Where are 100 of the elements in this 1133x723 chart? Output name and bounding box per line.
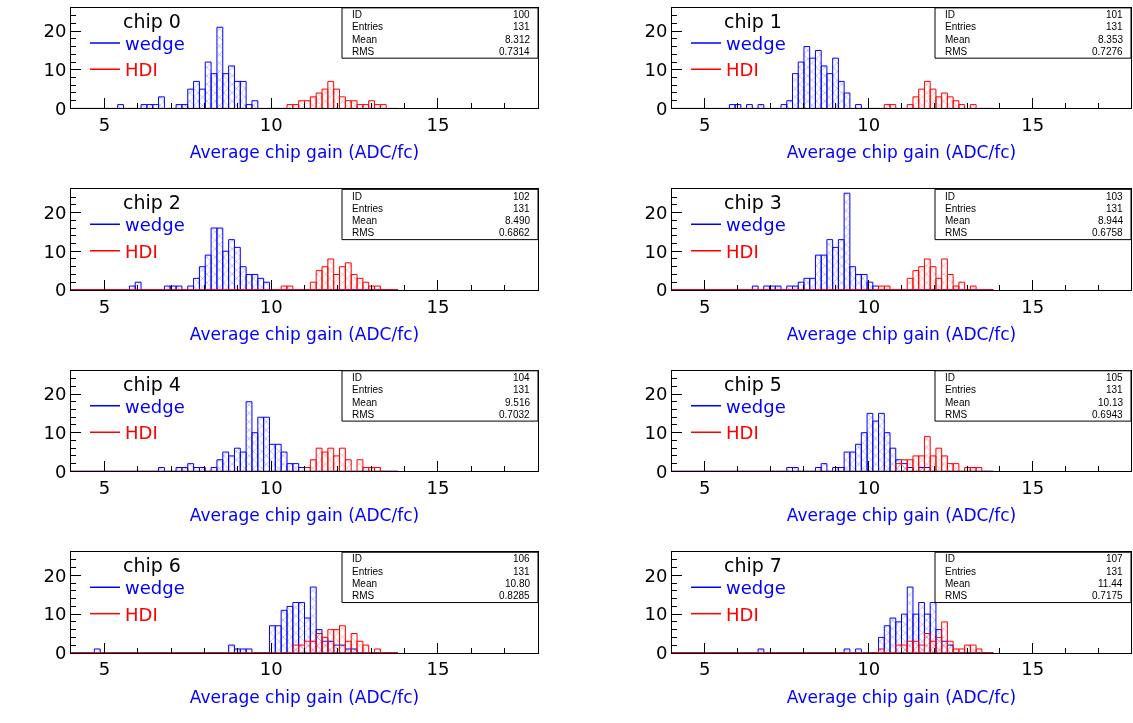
y-tick-label: 10 — [43, 603, 67, 625]
annotation: 11.44 — [1098, 578, 1123, 589]
annotation: ID — [945, 553, 955, 564]
x-tick-label: 5 — [98, 114, 111, 136]
legend-label: wedge — [726, 32, 786, 54]
annotation: 0.7175 — [1092, 590, 1124, 601]
x-tick-label: 10 — [259, 476, 283, 498]
annotation: 131 — [513, 21, 531, 32]
y-tick-label: 20 — [644, 564, 668, 586]
x-axis-title: Average chip gain (ADC/fc) — [786, 505, 1017, 526]
annotation: 131 — [513, 566, 531, 577]
annotation: 9.516 — [505, 397, 531, 408]
y-tick-label: 20 — [644, 20, 668, 42]
y-tick-label: 10 — [43, 422, 67, 443]
x-tick-label: 10 — [857, 114, 881, 136]
legend-label: wedge — [125, 214, 185, 236]
y-tick-label: 0 — [655, 97, 668, 119]
x-tick-label: 5 — [699, 476, 711, 498]
annotation: 103 — [1106, 191, 1124, 202]
annotation: Mean — [945, 578, 971, 589]
annotation: Mean — [352, 397, 378, 408]
x-tick-label: 5 — [699, 295, 711, 317]
legend-label: wedge — [726, 214, 786, 236]
x-axis-title: Average chip gain (ADC/fc) — [189, 505, 420, 526]
annotation: ID — [352, 9, 362, 20]
y-tick-label: 0 — [54, 460, 67, 482]
annotation: 8.353 — [1098, 34, 1124, 45]
x-tick-label: 15 — [1021, 114, 1045, 136]
annotation: Mean — [352, 578, 378, 589]
annotation: Entries — [945, 203, 977, 214]
annotation: 10.80 — [505, 578, 531, 589]
annotation: 131 — [1106, 203, 1124, 214]
x-tick-label: 5 — [98, 658, 111, 680]
annotation: 8.944 — [1098, 215, 1124, 226]
y-tick-label: 10 — [644, 240, 668, 262]
x-tick-label: 10 — [857, 658, 881, 680]
legend-label: wedge — [125, 395, 185, 417]
legend-label: wedge — [125, 577, 185, 599]
x-tick-label: 5 — [98, 295, 111, 317]
y-tick-label: 10 — [43, 59, 67, 81]
text: HDI — [125, 240, 158, 262]
x-axis-title: Average chip gain (ADC/fc) — [189, 686, 420, 707]
annotation: 0.7314 — [499, 46, 531, 57]
y-tick-label: 10 — [644, 59, 668, 81]
annotation: 131 — [1106, 384, 1124, 395]
x-axis-title: Average chip gain (ADC/fc) — [786, 142, 1017, 163]
annotation: 10.13 — [1098, 397, 1124, 408]
y-tick-label: 0 — [54, 642, 67, 664]
text: HDI — [125, 422, 158, 444]
x-axis-title: Average chip gain (ADC/fc) — [786, 323, 1017, 344]
annotation: Mean — [352, 215, 378, 226]
x-tick-label: 10 — [259, 295, 283, 317]
annotation: 0.6758 — [1092, 227, 1124, 238]
y-tick-label: 20 — [43, 201, 67, 223]
annotation: 0.6943 — [1092, 409, 1124, 420]
annotation: ID — [352, 372, 362, 383]
annotation: Mean — [945, 397, 971, 408]
x-tick-label: 5 — [699, 114, 711, 136]
legend-label: wedge — [726, 395, 786, 417]
annotation: Mean — [945, 215, 971, 226]
y-tick-label: 10 — [644, 603, 668, 625]
annotation: RMS — [352, 227, 375, 238]
annotation: ID — [352, 191, 362, 202]
y-tick-label: 20 — [43, 383, 67, 405]
x-tick-label: 15 — [426, 658, 450, 680]
legend-label: HDI — [726, 603, 759, 625]
x-tick-label: 10 — [259, 114, 283, 136]
annotation: 131 — [513, 384, 531, 395]
text: HDI — [726, 59, 759, 81]
annotation: Entries — [945, 384, 977, 395]
legend-label: wedge — [125, 32, 185, 54]
annotation: RMS — [352, 590, 375, 601]
y-tick-label: 0 — [54, 97, 67, 119]
y-tick-label: 10 — [43, 240, 67, 262]
x-tick-label: 10 — [259, 658, 283, 680]
annotation: ID — [352, 553, 362, 564]
annotation: Mean — [352, 34, 378, 45]
annotation: 131 — [1106, 566, 1124, 577]
x-axis-title: Average chip gain (ADC/fc) — [189, 323, 420, 344]
annotation: 107 — [1106, 553, 1124, 564]
annotation: Entries — [352, 566, 384, 577]
x-tick-label: 15 — [1021, 476, 1045, 498]
x-tick-label: 10 — [857, 295, 881, 317]
annotation: ID — [945, 191, 955, 202]
annotation: 8.312 — [505, 34, 531, 45]
y-tick-label: 0 — [655, 279, 668, 301]
annotation: RMS — [352, 46, 375, 57]
annotation: Entries — [352, 203, 384, 214]
y-tick-label: 20 — [644, 201, 668, 223]
chart-title: chip 4 — [123, 373, 181, 395]
annotation: 105 — [1106, 372, 1124, 383]
annotation: ID — [945, 372, 955, 383]
annotation: 8.490 — [505, 215, 531, 226]
y-tick-label: 20 — [43, 564, 67, 586]
x-tick-label: 15 — [426, 295, 450, 317]
annotation: 100 — [513, 9, 531, 20]
text: HDI — [125, 603, 158, 625]
x-tick-label: 5 — [98, 476, 111, 498]
x-tick-label: 15 — [426, 476, 450, 498]
chart-title: chip 7 — [724, 554, 782, 576]
